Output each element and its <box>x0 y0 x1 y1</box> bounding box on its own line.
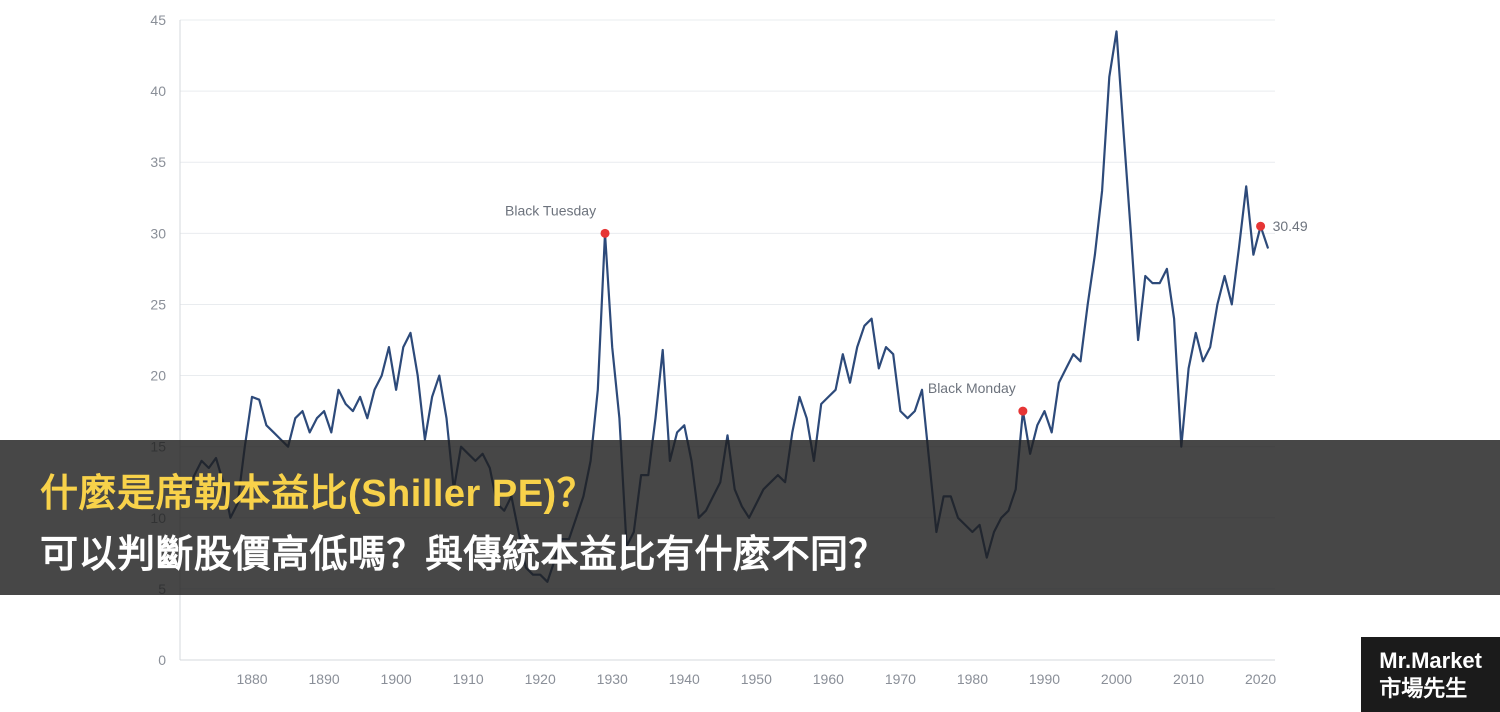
svg-text:1960: 1960 <box>813 671 844 687</box>
svg-text:Black Tuesday: Black Tuesday <box>505 202 596 218</box>
svg-text:25: 25 <box>150 296 166 312</box>
svg-text:1990: 1990 <box>1029 671 1060 687</box>
svg-text:30.49: 30.49 <box>1273 218 1308 234</box>
svg-text:1900: 1900 <box>381 671 412 687</box>
svg-text:2020: 2020 <box>1245 671 1276 687</box>
svg-text:1980: 1980 <box>957 671 988 687</box>
svg-text:20: 20 <box>150 368 166 384</box>
svg-text:1890: 1890 <box>309 671 340 687</box>
svg-text:40: 40 <box>150 83 166 99</box>
svg-text:1920: 1920 <box>525 671 556 687</box>
shiller-pe-chart: 0510152025303540451880189019001910192019… <box>0 0 1500 712</box>
brand-line2: 市場先生 <box>1379 675 1482 703</box>
overlay-subtitle: 可以判斷股價高低嗎？與傳統本益比有什麼不同？ <box>40 523 1460 578</box>
svg-text:0: 0 <box>158 652 166 668</box>
svg-text:1940: 1940 <box>669 671 700 687</box>
svg-text:45: 45 <box>150 12 166 28</box>
title-overlay: 什麼是席勒本益比(Shiller PE)？ 可以判斷股價高低嗎？與傳統本益比有什… <box>0 440 1500 595</box>
svg-text:2010: 2010 <box>1173 671 1204 687</box>
chart-canvas: { "chart": { "type": "line", "background… <box>0 0 1500 712</box>
svg-text:30: 30 <box>150 225 166 241</box>
svg-text:35: 35 <box>150 154 166 170</box>
svg-text:1930: 1930 <box>597 671 628 687</box>
brand-badge: Mr.Market 市場先生 <box>1361 637 1500 712</box>
svg-text:1950: 1950 <box>741 671 772 687</box>
svg-text:1970: 1970 <box>885 671 916 687</box>
svg-text:1910: 1910 <box>453 671 484 687</box>
svg-text:1880: 1880 <box>236 671 267 687</box>
svg-text:Black Monday: Black Monday <box>928 380 1016 396</box>
overlay-title: 什麼是席勒本益比(Shiller PE)？ <box>40 462 1460 517</box>
brand-line1: Mr.Market <box>1379 647 1482 675</box>
svg-text:2000: 2000 <box>1101 671 1132 687</box>
